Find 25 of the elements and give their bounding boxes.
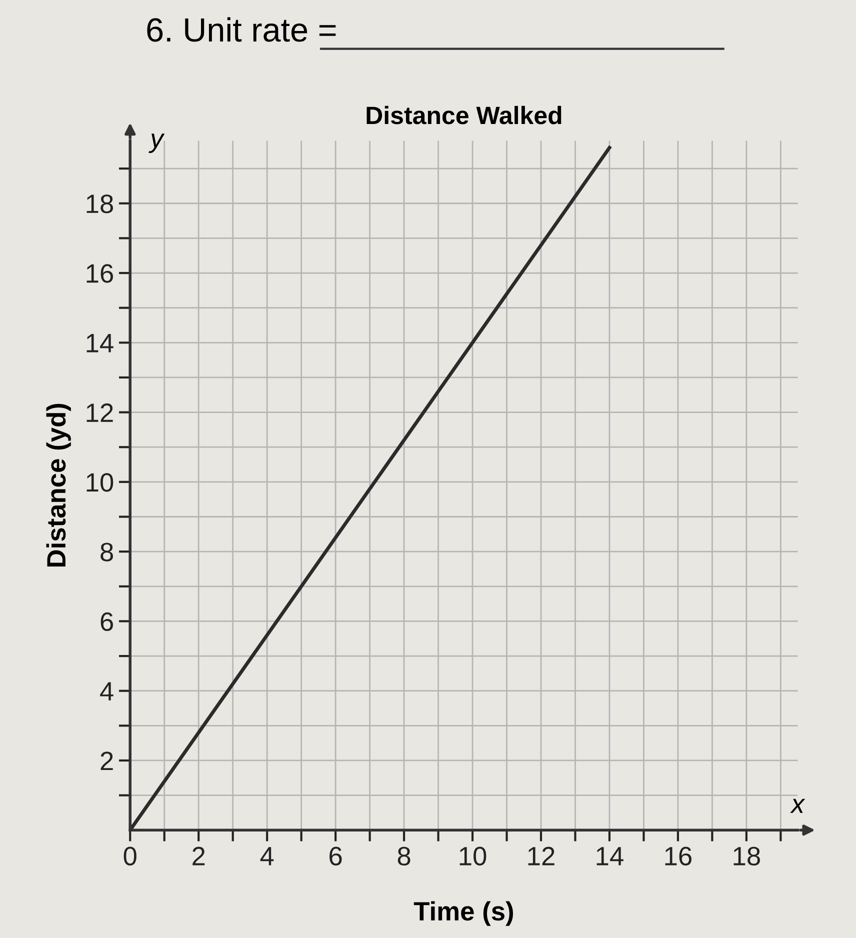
annotation: x xyxy=(790,798,806,813)
y-tick-label: 2 xyxy=(100,752,113,770)
y-tick-label: 12 xyxy=(86,403,113,422)
x-tick-label: 10 xyxy=(460,846,486,866)
y-tick-label: 6 xyxy=(100,612,113,632)
y-tick-label: 16 xyxy=(86,264,113,283)
x-tick-label: 14 xyxy=(596,847,624,866)
y-axis-title: Distance (yd) xyxy=(46,404,71,566)
x-tick-label: 16 xyxy=(665,846,692,866)
x-tick-label: 18 xyxy=(734,846,760,866)
text: 6. Unit rate = xyxy=(147,17,336,42)
y-tick-label: 8 xyxy=(100,542,113,562)
y-tick-label: 10 xyxy=(86,473,114,492)
x-tick-label: 0 xyxy=(124,846,136,866)
y-tick-label: 4 xyxy=(100,682,114,700)
x-axis-title: Time (s) xyxy=(414,901,513,926)
annotation: y xyxy=(148,134,165,153)
y-tick-label: 18 xyxy=(86,194,113,214)
chart-title: Distance Walked xyxy=(366,106,562,124)
x-tick-label: 4 xyxy=(260,847,274,866)
x-tick-label: 6 xyxy=(330,846,342,866)
x-tick-label: 2 xyxy=(192,846,205,866)
y-tick-label: 14 xyxy=(86,334,114,352)
x-tick-label: 12 xyxy=(528,846,554,866)
x-tick-label: 8 xyxy=(398,846,410,866)
